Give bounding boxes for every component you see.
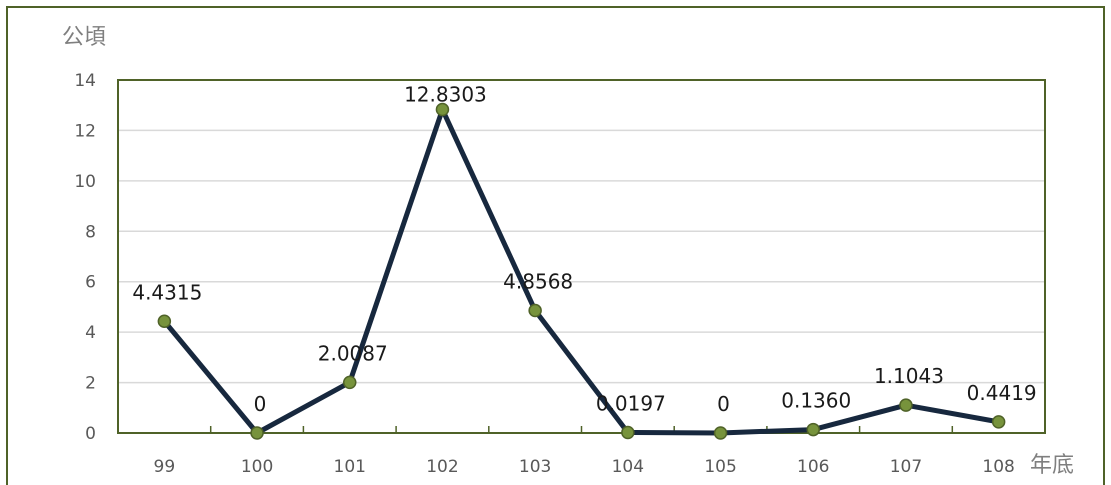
data-label: 0 <box>254 392 267 416</box>
y-axis-ticks: 0 2 4 6 8 10 12 14 <box>74 71 96 444</box>
outer-frame <box>6 6 1105 485</box>
x-axis-ticks: 99 100 101 102 103 104 105 106 107 108 <box>154 426 1015 477</box>
y-tick-label: 14 <box>74 71 96 91</box>
x-tick-label: 105 <box>704 457 736 477</box>
data-point <box>621 425 635 440</box>
y-tick-label: 4 <box>85 323 96 343</box>
series-line <box>161 106 1002 436</box>
y-tick-label: 6 <box>85 273 96 293</box>
x-tick-label: 99 <box>154 457 176 477</box>
data-label: 12.8303 <box>404 82 487 106</box>
data-label: 0.1360 <box>781 389 851 413</box>
y-tick-label: 0 <box>85 424 96 444</box>
x-tick-label: 103 <box>519 457 551 477</box>
x-tick-label: 108 <box>982 457 1014 477</box>
data-label: 4.4315 <box>132 280 202 304</box>
x-tick-label: 106 <box>797 457 829 477</box>
grid <box>118 129 1045 384</box>
x-tick-label: 101 <box>334 457 366 477</box>
data-point <box>343 375 357 390</box>
y-tick-label: 2 <box>85 374 96 394</box>
x-tick-label: 104 <box>612 457 644 477</box>
data-point <box>435 102 450 117</box>
data-label: 4.8568 <box>503 270 573 294</box>
y-axis-unit-label: 公頃 <box>62 25 106 50</box>
data-label: 0.0197 <box>596 392 666 416</box>
data-point <box>528 303 542 318</box>
data-labels: 4.4315 0 2.0087 12.8303 4.8568 0.0197 0 0.1360 1… <box>132 82 1036 416</box>
y-tick-label: 8 <box>85 222 96 242</box>
data-point <box>250 426 264 440</box>
x-tick-label: 107 <box>890 457 922 477</box>
x-tick-label: 102 <box>426 457 458 477</box>
data-markers <box>157 102 1006 440</box>
data-point <box>899 398 913 412</box>
y-tick-label: 10 <box>74 172 96 192</box>
data-label: 1.1043 <box>874 364 944 388</box>
data-point <box>713 426 728 440</box>
y-tick-label: 12 <box>74 121 96 141</box>
data-point <box>991 415 1006 429</box>
data-label: 2.0087 <box>318 341 388 365</box>
x-tick-label: 100 <box>241 457 273 477</box>
data-label: 0.4419 <box>967 381 1037 405</box>
x-axis-unit-label: 年底 <box>1030 453 1074 478</box>
data-point <box>157 314 172 329</box>
data-point <box>806 422 820 437</box>
data-label: 0 <box>717 392 730 416</box>
